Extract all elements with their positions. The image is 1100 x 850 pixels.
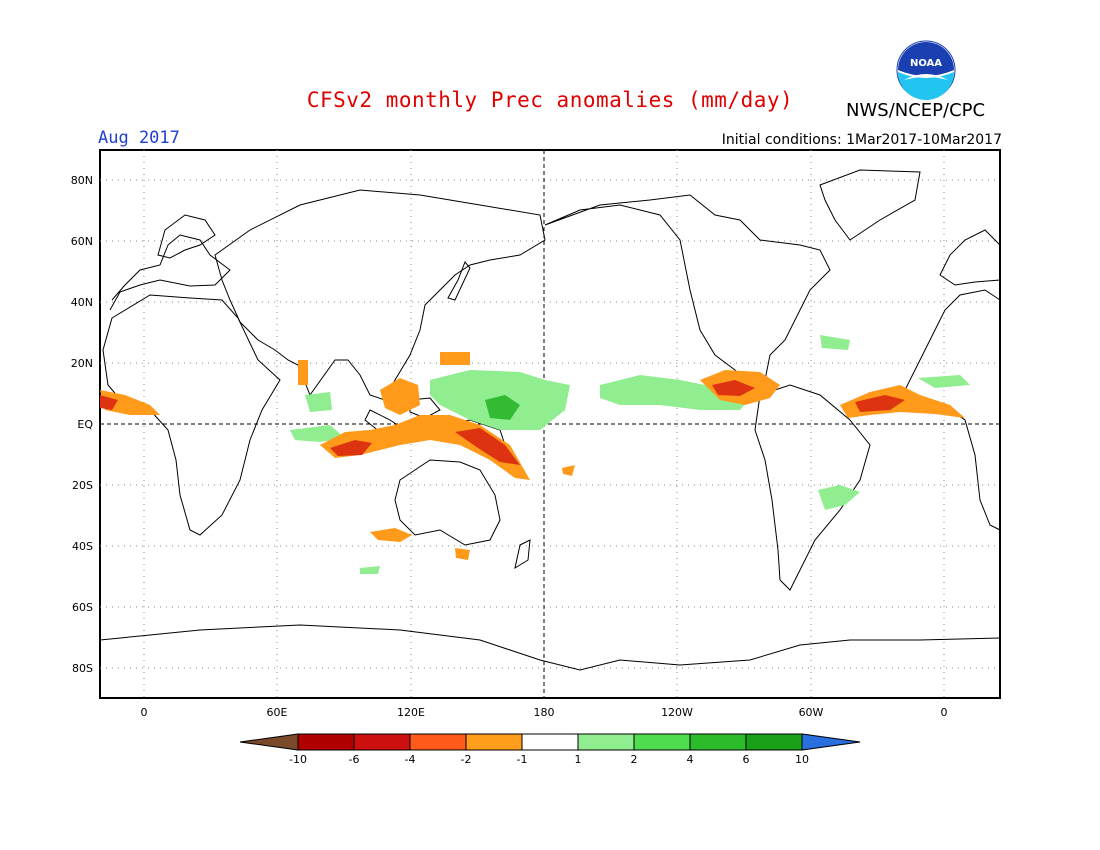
dry-tasman: [455, 548, 470, 560]
lat-label: 80N: [71, 174, 93, 187]
dry-philippines: [380, 378, 420, 415]
north-america-coast: [544, 194, 831, 386]
graticule: [100, 150, 1000, 698]
wet-band-east-pacific: [600, 375, 750, 410]
lon-label: 120W: [661, 706, 693, 719]
dry-png-core: [455, 428, 520, 465]
colorbar: -10 -6 -4 -2 -1 1 2 4 6 10: [239, 733, 861, 766]
wet-patch-southern-ocean: [360, 566, 380, 574]
agency-label: NWS/NCEP/CPC: [846, 100, 986, 121]
dry-maritime-core: [330, 440, 372, 456]
colorbar-bin: [577, 733, 635, 751]
wet-patch-indian-ocean: [290, 425, 345, 442]
dry-west-africa: [100, 390, 160, 415]
wet-patch-atlantic: [918, 375, 970, 388]
lon-label: 60W: [799, 706, 824, 719]
lat-label: EQ: [77, 418, 93, 431]
lon-label: 60E: [267, 706, 288, 719]
dry-atlantic-core: [855, 395, 905, 412]
scandinavia-coast: [157, 214, 216, 259]
colorbar-bin: [689, 733, 747, 751]
colorbar-bin: [745, 733, 803, 751]
lon-label: 180: [534, 706, 555, 719]
asia-coast: [214, 189, 546, 401]
colorbar-label: 1: [575, 753, 582, 766]
newzealand-coast: [514, 539, 531, 570]
dry-north-pacific: [440, 352, 470, 365]
antarctica-coast: [99, 624, 1001, 671]
lat-label: 80S: [72, 662, 93, 675]
colorbar-bin: [353, 733, 411, 751]
precip-anomalies: [100, 335, 970, 574]
lon-label: 120E: [397, 706, 425, 719]
colorbar-label: 10: [795, 753, 809, 766]
wet-patch-arabian-sea: [305, 392, 332, 412]
lat-label: 40N: [71, 296, 93, 309]
dry-india: [298, 360, 308, 385]
lat-label: 20N: [71, 357, 93, 370]
colorbar-arrow-high: [801, 733, 861, 751]
wet-patch-caribbean: [820, 335, 850, 350]
lon-labels: 0 60E 120E 180 120W 60W 0: [141, 706, 948, 719]
colorbar-bin: [521, 733, 579, 751]
colorbar-label: -1: [517, 753, 528, 766]
south-america-coast: [754, 384, 871, 591]
colorbar-label: -4: [405, 753, 416, 766]
valid-month: Aug 2017: [98, 128, 180, 148]
map-title: CFSv2 monthly Prec anomalies (mm/day): [306, 88, 794, 112]
dry-west-africa-core: [100, 395, 118, 410]
colorbar-bin: [465, 733, 523, 751]
dry-pacific-south: [562, 465, 575, 476]
colorbar-label: -10: [289, 753, 307, 766]
colorbar-bin: [409, 733, 467, 751]
colorbar-arrow-low: [239, 733, 299, 751]
initial-conditions: Initial conditions: 1Mar2017-10Mar2017: [721, 132, 1002, 148]
europe-coast: [109, 234, 231, 311]
colorbar-bin: [297, 733, 355, 751]
lon-label: 0: [941, 706, 948, 719]
lat-label: 60N: [71, 235, 93, 248]
australia-coast: [394, 459, 501, 546]
colorbar-label: -6: [349, 753, 360, 766]
japan-coast: [447, 261, 471, 301]
lat-label: 60S: [72, 601, 93, 614]
colorbar-label: 2: [631, 753, 638, 766]
lat-labels: 80N 60N 40N 20N EQ 20S 40S 60S 80S: [71, 174, 94, 675]
dry-australia-south: [370, 528, 412, 542]
colorbar-label: 6: [743, 753, 750, 766]
colorbar-label: -2: [461, 753, 472, 766]
logo-text: NOAA: [910, 58, 942, 69]
colorbar-label: 4: [687, 753, 694, 766]
noaa-logo: NOAA: [896, 40, 956, 100]
europe-coast-east: [939, 229, 1001, 286]
lat-label: 20S: [72, 479, 93, 492]
wet-core-central-pacific: [485, 395, 520, 420]
lat-label: 40S: [72, 540, 93, 553]
colorbar-bin: [633, 733, 691, 751]
greenland-coast: [819, 169, 921, 241]
dry-central-america-core: [712, 380, 755, 396]
wet-patch-brazil: [818, 485, 860, 510]
lon-label: 0: [141, 706, 148, 719]
